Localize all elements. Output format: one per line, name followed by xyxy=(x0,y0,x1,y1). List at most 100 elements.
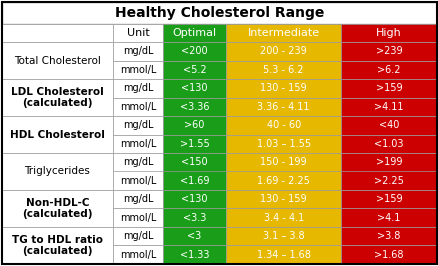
Text: 150 - 199: 150 - 199 xyxy=(260,157,306,167)
Bar xyxy=(162,24,226,42)
Bar xyxy=(2,79,113,116)
Text: mmol/L: mmol/L xyxy=(120,213,156,223)
Bar xyxy=(226,79,340,98)
Text: TG to HDL ratio
(calculated): TG to HDL ratio (calculated) xyxy=(12,235,103,256)
Bar xyxy=(340,60,436,79)
Bar xyxy=(113,98,162,116)
Text: 5.3 - 6.2: 5.3 - 6.2 xyxy=(263,65,303,75)
Text: >1.68: >1.68 xyxy=(374,250,403,260)
Bar xyxy=(162,42,226,60)
Bar xyxy=(226,98,340,116)
Text: 130 - 159: 130 - 159 xyxy=(260,83,306,93)
Bar xyxy=(340,209,436,227)
Text: <5.2: <5.2 xyxy=(182,65,206,75)
Bar xyxy=(162,79,226,98)
Text: mmol/L: mmol/L xyxy=(120,176,156,186)
Bar xyxy=(2,116,113,153)
Bar xyxy=(162,209,226,227)
Text: mg/dL: mg/dL xyxy=(122,120,153,130)
Text: <1.69: <1.69 xyxy=(179,176,209,186)
Text: >159: >159 xyxy=(375,194,402,204)
Text: <200: <200 xyxy=(181,46,207,56)
Text: >199: >199 xyxy=(375,157,402,167)
Bar xyxy=(340,98,436,116)
Bar xyxy=(113,172,162,190)
Bar xyxy=(113,42,162,60)
Bar xyxy=(113,135,162,153)
Bar xyxy=(226,135,340,153)
Bar xyxy=(2,227,113,264)
Text: <1.33: <1.33 xyxy=(179,250,209,260)
Text: 200 - 239: 200 - 239 xyxy=(260,46,306,56)
Text: >6.2: >6.2 xyxy=(377,65,400,75)
Bar xyxy=(113,60,162,79)
Bar xyxy=(226,24,340,42)
Text: 1.69 - 2.25: 1.69 - 2.25 xyxy=(257,176,309,186)
Bar xyxy=(2,42,113,79)
Bar xyxy=(226,60,340,79)
Bar xyxy=(162,60,226,79)
Text: mmol/L: mmol/L xyxy=(120,65,156,75)
Bar xyxy=(226,42,340,60)
Text: mg/dL: mg/dL xyxy=(122,231,153,241)
Bar xyxy=(226,116,340,135)
Text: mg/dL: mg/dL xyxy=(122,194,153,204)
Text: <40: <40 xyxy=(378,120,399,130)
Text: Optimal: Optimal xyxy=(172,28,216,38)
Text: <1.03: <1.03 xyxy=(374,139,403,149)
Text: Total Cholesterol: Total Cholesterol xyxy=(14,56,101,65)
Bar xyxy=(162,172,226,190)
Text: <3.3: <3.3 xyxy=(182,213,206,223)
Text: Triglycerides: Triglycerides xyxy=(25,167,90,177)
Bar xyxy=(340,24,436,42)
Bar xyxy=(162,246,226,264)
Text: mg/dL: mg/dL xyxy=(122,157,153,167)
Text: <150: <150 xyxy=(181,157,207,167)
Text: >4.1: >4.1 xyxy=(377,213,400,223)
Text: 3.4 - 4.1: 3.4 - 4.1 xyxy=(263,213,303,223)
Bar xyxy=(113,190,162,209)
Text: <130: <130 xyxy=(181,83,207,93)
Bar xyxy=(113,79,162,98)
Bar xyxy=(226,172,340,190)
Text: >60: >60 xyxy=(184,120,204,130)
Text: Healthy Cholesterol Range: Healthy Cholesterol Range xyxy=(115,6,323,20)
Text: 1.34 – 1.68: 1.34 – 1.68 xyxy=(256,250,310,260)
Bar xyxy=(2,2,436,24)
Bar xyxy=(226,190,340,209)
Bar xyxy=(113,153,162,172)
Text: 3.36 - 4.11: 3.36 - 4.11 xyxy=(257,102,309,112)
Bar xyxy=(162,227,226,246)
Text: 130 - 159: 130 - 159 xyxy=(260,194,306,204)
Bar xyxy=(113,116,162,135)
Text: HDL Cholesterol: HDL Cholesterol xyxy=(10,130,105,139)
Bar xyxy=(113,209,162,227)
Text: mmol/L: mmol/L xyxy=(120,250,156,260)
Text: >4.11: >4.11 xyxy=(374,102,403,112)
Bar xyxy=(162,98,226,116)
Text: High: High xyxy=(375,28,401,38)
Text: >2.25: >2.25 xyxy=(373,176,403,186)
Text: 1.03 – 1.55: 1.03 – 1.55 xyxy=(256,139,310,149)
Bar xyxy=(340,135,436,153)
Bar xyxy=(226,227,340,246)
Bar xyxy=(162,135,226,153)
Bar xyxy=(340,116,436,135)
Bar xyxy=(162,153,226,172)
Bar xyxy=(162,116,226,135)
Bar xyxy=(340,246,436,264)
Bar xyxy=(340,42,436,60)
Text: Non-HDL-C
(calculated): Non-HDL-C (calculated) xyxy=(22,198,92,219)
Bar xyxy=(2,190,113,227)
Bar xyxy=(340,227,436,246)
Text: >3.8: >3.8 xyxy=(377,231,400,241)
Text: <3.36: <3.36 xyxy=(179,102,209,112)
Bar xyxy=(113,246,162,264)
Text: >159: >159 xyxy=(375,83,402,93)
Bar xyxy=(226,209,340,227)
Text: Intermediate: Intermediate xyxy=(247,28,319,38)
Text: 40 - 60: 40 - 60 xyxy=(266,120,300,130)
Text: mg/dL: mg/dL xyxy=(122,46,153,56)
Bar xyxy=(2,153,113,190)
Text: mmol/L: mmol/L xyxy=(120,102,156,112)
